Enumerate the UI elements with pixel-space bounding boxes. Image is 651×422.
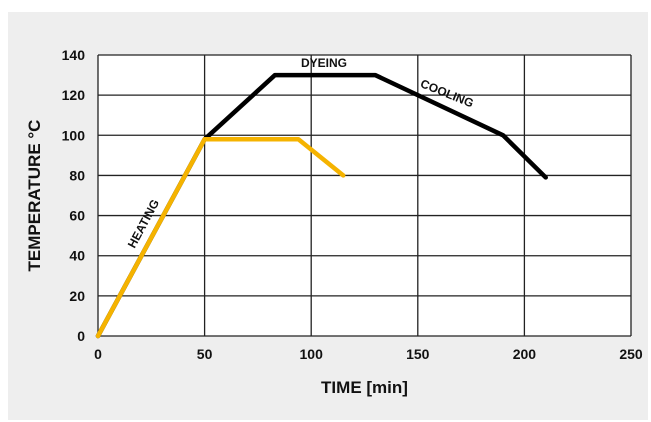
series-line-2 [95,137,346,339]
x-tick-label: 100 [300,346,324,362]
y-tick-label: 20 [69,288,85,304]
y-tick-label: 60 [69,208,85,224]
y-tick-label: 140 [62,47,86,63]
phase-label-dyeing: DYEING [301,56,347,70]
y-axis-title: TEMPERATURE °C [25,120,44,272]
x-tick-label: 50 [197,346,213,362]
grid [97,54,632,337]
x-tick-label: 0 [94,346,102,362]
y-tick-label: 100 [62,127,86,143]
series-lines [95,72,548,339]
y-tick-label: 120 [62,87,86,103]
x-tick-label: 250 [619,346,643,362]
x-axis-title: TIME [min] [321,378,408,397]
plot-area [98,55,631,336]
y-tick-label: 80 [69,167,85,183]
y-tick-label: 0 [77,328,85,344]
x-tick-label: 200 [513,346,537,362]
x-tick-label: 150 [406,346,430,362]
tick-labels: 0 20 40 60 80 100 120 140 0 50 100 150 200 250 [62,47,643,362]
y-tick-label: 40 [69,248,85,264]
